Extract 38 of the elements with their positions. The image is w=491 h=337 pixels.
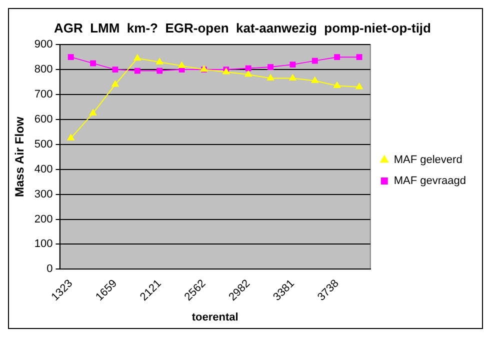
- point: [90, 60, 96, 66]
- y-axis-title: Mass Air Flow: [12, 116, 27, 198]
- point: [334, 82, 341, 88]
- point: [68, 54, 74, 60]
- y-tick-label: 800: [34, 64, 53, 76]
- y-tick-label: 0: [46, 263, 53, 276]
- chart-title: AGR LMM km-? EGR-open kat-aanwezig pomp-niet-op-tijd: [54, 20, 432, 36]
- y-tick-label: 300: [34, 188, 53, 200]
- y-tick-label: 500: [34, 138, 53, 150]
- y-tick-label: 400: [34, 163, 53, 176]
- y-tick-label: 600: [34, 113, 53, 126]
- point: [134, 68, 140, 74]
- point: [266, 74, 274, 81]
- y-tick-label: 900: [34, 38, 53, 51]
- point: [268, 64, 274, 70]
- point: [244, 70, 252, 77]
- point: [90, 109, 97, 116]
- point: [312, 58, 318, 64]
- point: [112, 66, 118, 73]
- point: [178, 62, 186, 68]
- point: [356, 54, 362, 60]
- y-tick-label: 200: [34, 213, 53, 226]
- point: [245, 65, 252, 72]
- point: [156, 58, 164, 64]
- point: [311, 76, 318, 84]
- point: [156, 68, 163, 74]
- y-tick-label: 100: [34, 238, 53, 250]
- y-tick-label: 700: [34, 88, 53, 101]
- point: [112, 80, 119, 87]
- point: [134, 54, 141, 61]
- point: [334, 54, 340, 60]
- point: [356, 83, 363, 90]
- legend-label: MAF gevraagd: [394, 175, 466, 188]
- point: [290, 62, 296, 68]
- point: [67, 134, 74, 140]
- legend-label: MAF geleverd: [394, 154, 462, 166]
- x-axis-title: toerental: [192, 311, 238, 324]
- point: [289, 74, 296, 81]
